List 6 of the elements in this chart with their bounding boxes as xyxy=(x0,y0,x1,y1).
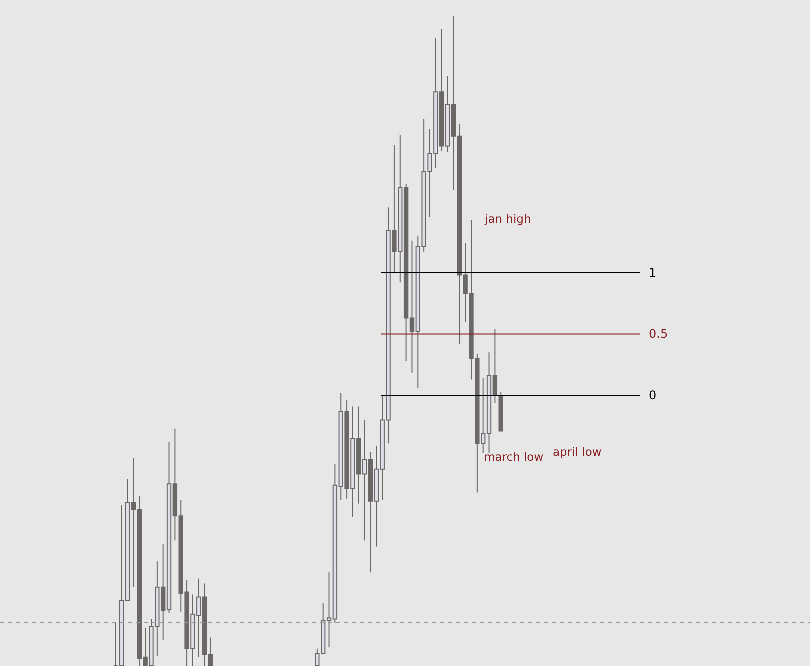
ref-line-label: 0.5 xyxy=(649,327,668,342)
annotation: march low xyxy=(484,450,544,464)
ref-line-label: 0 xyxy=(649,388,657,403)
text: april low xyxy=(553,445,602,459)
annotation: jan high xyxy=(484,212,532,226)
ref-line-label: 1 xyxy=(649,266,657,280)
